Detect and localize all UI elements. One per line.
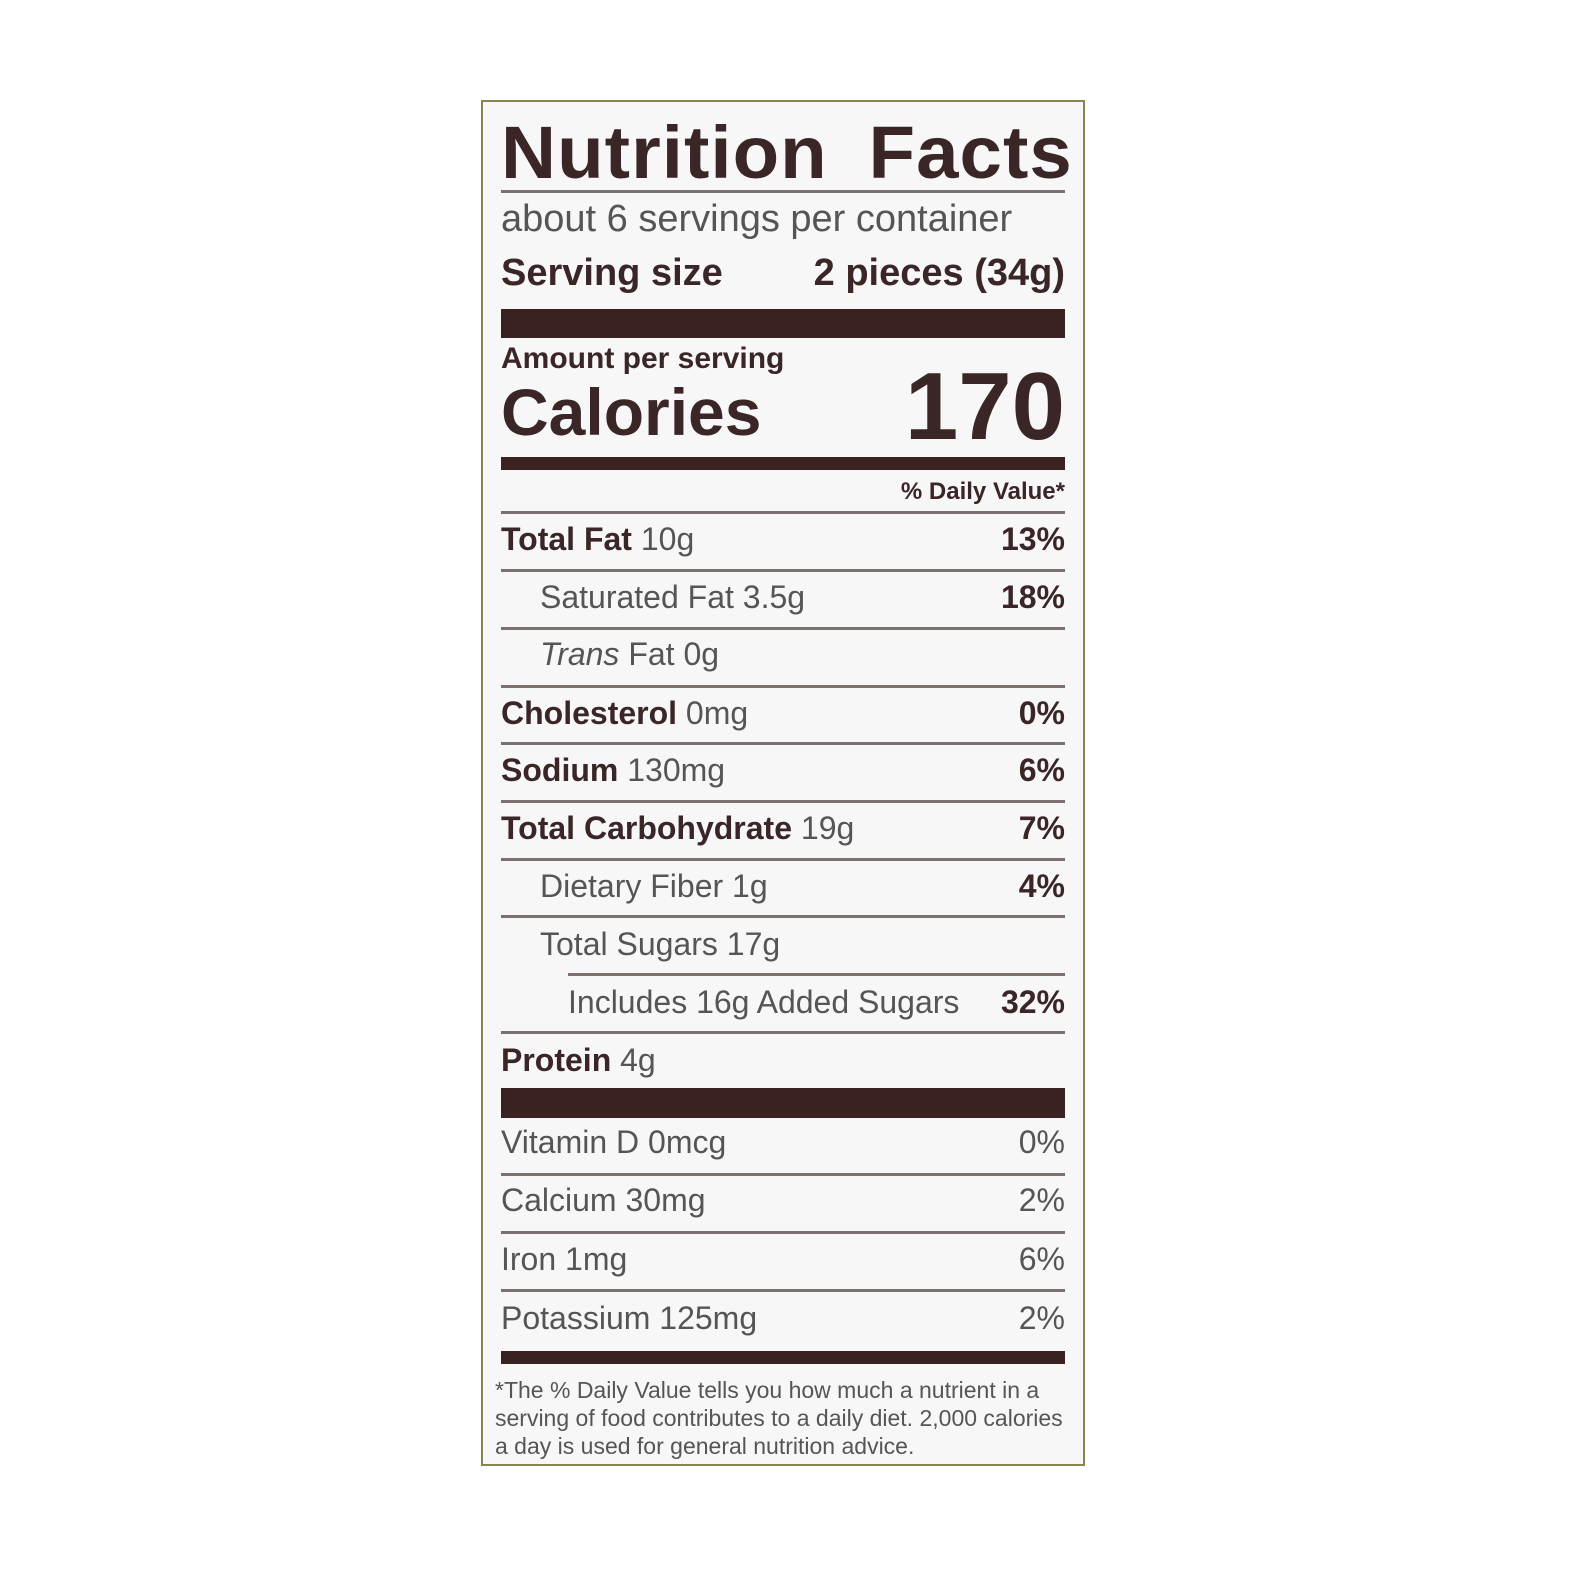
divider [501, 858, 1065, 861]
nutrient-name: Total Carbohydrate [501, 809, 792, 846]
nutrient-row-total-sugars: Total Sugars 17g [540, 924, 1065, 964]
nutrition-facts-label: Nutrition Facts about 6 servings per con… [481, 100, 1085, 1466]
amount-per-serving: Amount per serving [501, 342, 785, 375]
serving-size: Serving size 2 pieces (34g) [501, 252, 1065, 295]
nutrient-name: Total Fat [501, 520, 632, 557]
nutrient-amount: 17g [726, 925, 781, 962]
vitamin-dv: 0% [1018, 1123, 1065, 1160]
vitamin-amount: 1mg [565, 1240, 628, 1277]
vitamin-amount: 30mg [625, 1181, 706, 1218]
vitamin-dv: 2% [1018, 1299, 1065, 1336]
nutrient-row-total-fat: Total Fat 10g 13% [501, 519, 1065, 559]
nutrient-name: Protein [501, 1041, 612, 1078]
medium-divider [501, 1351, 1065, 1364]
nutrient-name: Cholesterol [501, 694, 678, 731]
nutrient-row-saturated-fat: Saturated Fat 3.5g 18% [540, 577, 1065, 617]
nutrient-name: Saturated Fat [540, 578, 734, 615]
divider [501, 627, 1065, 630]
nutrient-row-total-carbohydrate: Total Carbohydrate 19g 7% [501, 808, 1065, 848]
divider [501, 569, 1065, 572]
nutrient-amount: 10g [640, 520, 695, 557]
divider [568, 973, 1065, 976]
vitamin-amount: 125mg [659, 1299, 758, 1336]
servings-per-container: about 6 servings per container [501, 198, 1013, 240]
nutrient-row-dietary-fiber: Dietary Fiber 1g 4% [540, 866, 1065, 906]
vitamin-amount: 0mcg [648, 1123, 727, 1160]
divider [501, 1289, 1065, 1292]
nutrient-name-rest: Fat [628, 635, 675, 672]
vitamin-dv: 2% [1018, 1181, 1065, 1218]
nutrient-row-added-sugars: Includes 16g Added Sugars 32% [568, 982, 1065, 1022]
nutrient-dv: 18% [1000, 578, 1065, 615]
nutrient-amount: 0g [683, 635, 720, 672]
daily-value-header: % Daily Value* [900, 478, 1065, 505]
nutrient-name: Dietary Fiber [540, 867, 724, 904]
divider [501, 742, 1065, 745]
vitamin-name: Iron [501, 1240, 557, 1277]
nutrient-row-cholesterol: Cholesterol 0mg 0% [501, 693, 1065, 733]
divider [501, 800, 1065, 803]
serving-size-label: Serving size [501, 252, 723, 294]
nutrient-dv: 32% [1000, 983, 1065, 1020]
nutrient-dv: 13% [1000, 520, 1065, 557]
nutrient-dv: 7% [1018, 809, 1065, 846]
footnote: *The % Daily Value tells you how much a … [495, 1377, 1063, 1459]
nutrient-row-protein: Protein 4g [501, 1040, 1065, 1080]
vitamin-dv: 6% [1018, 1240, 1065, 1277]
label-title: Nutrition Facts [501, 111, 1073, 194]
vitamin-row-potassium: Potassium 125mg 2% [501, 1298, 1065, 1338]
vitamin-name: Calcium [501, 1181, 617, 1218]
nutrient-name: Total Sugars [540, 925, 718, 962]
nutrient-name: Includes 16g Added Sugars [568, 983, 960, 1020]
vitamin-name: Vitamin D [501, 1123, 640, 1160]
medium-divider [501, 457, 1065, 470]
calories-label: Calories [501, 375, 762, 449]
divider [501, 685, 1065, 688]
divider [501, 1173, 1065, 1176]
thick-divider [501, 309, 1065, 338]
divider [501, 511, 1065, 514]
divider [501, 1031, 1065, 1034]
divider [501, 1231, 1065, 1234]
nutrient-row-trans-fat: Trans Fat 0g [540, 634, 1065, 674]
nutrient-amount: 1g [732, 867, 768, 904]
calories-row: Calories 170 [501, 353, 1065, 460]
vitamin-row-vitamin-d: Vitamin D 0mcg 0% [501, 1122, 1065, 1162]
nutrient-name: Sodium [501, 751, 619, 788]
vitamin-name: Potassium [501, 1299, 651, 1336]
nutrient-name: Trans [540, 635, 620, 672]
nutrient-amount: 130mg [627, 751, 726, 788]
divider [501, 190, 1065, 193]
nutrient-amount: 0mg [685, 694, 749, 731]
calories-value: 170 [904, 353, 1065, 460]
nutrient-row-sodium: Sodium 130mg 6% [501, 750, 1065, 790]
nutrient-dv: 6% [1018, 751, 1065, 788]
vitamin-row-iron: Iron 1mg 6% [501, 1239, 1065, 1279]
thick-divider [501, 1088, 1065, 1118]
divider [501, 915, 1065, 918]
nutrient-dv: 4% [1018, 867, 1065, 904]
nutrient-amount: 4g [620, 1041, 656, 1078]
nutrient-amount: 3.5g [742, 578, 806, 615]
nutrient-dv: 0% [1018, 694, 1065, 731]
serving-size-value: 2 pieces (34g) [813, 252, 1065, 294]
vitamin-row-calcium: Calcium 30mg 2% [501, 1180, 1065, 1220]
nutrient-amount: 19g [800, 809, 855, 846]
